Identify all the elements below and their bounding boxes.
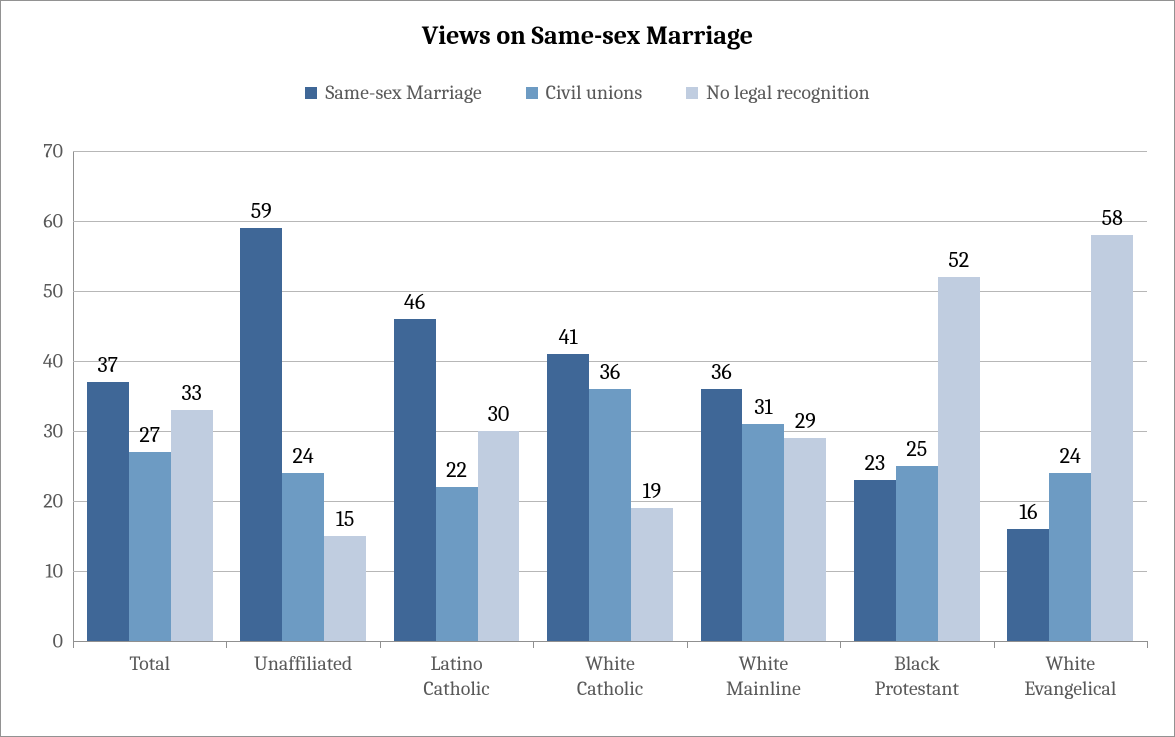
data-label: 19 (643, 478, 661, 504)
x-tick-mark (840, 641, 841, 648)
x-tick-mark (994, 641, 995, 648)
category-label: WhiteEvangelical (1024, 651, 1116, 701)
legend-item: Civil unions (526, 81, 643, 104)
y-tick-label: 20 (23, 490, 63, 513)
data-label: 23 (865, 450, 886, 476)
category-label-line: Mainline (726, 676, 801, 701)
y-tick-label: 0 (23, 630, 63, 653)
x-axis-line (73, 641, 1147, 642)
category-label: WhiteCatholic (577, 651, 643, 701)
plot-area: 37 27 33 59 24 15 46 22 30 41 36 19 36 31 29 23 25 52 16 24… (73, 151, 1147, 641)
data-label: 37 (98, 352, 118, 378)
legend-item: No legal recognition (686, 81, 869, 104)
y-tick-label: 70 (23, 140, 63, 163)
chart-title: Views on Same-sex Marriage (1, 21, 1174, 51)
data-label: 41 (559, 324, 578, 350)
category-label-line: White (577, 651, 643, 676)
category-label-line: Protestant (875, 676, 959, 701)
data-label: 30 (488, 401, 510, 427)
data-label: 36 (600, 359, 620, 385)
legend-swatch (686, 87, 698, 99)
legend-swatch (305, 87, 317, 99)
data-label: 36 (711, 359, 731, 385)
category-label-line: Catholic (577, 676, 643, 701)
data-label: 22 (446, 457, 467, 483)
data-label: 33 (181, 380, 201, 406)
data-label: 15 (336, 506, 354, 532)
legend-label: Same-sex Marriage (325, 81, 481, 104)
data-label: 52 (948, 247, 969, 273)
data-label: 31 (754, 394, 772, 420)
category-label-line: Black (875, 651, 959, 676)
y-tick-label: 30 (23, 420, 63, 443)
chart-frame: Views on Same-sex Marriage Same-sex Marr… (0, 0, 1175, 737)
data-label: 16 (1019, 499, 1037, 525)
category-label: BlackProtestant (875, 651, 959, 701)
data-label: 59 (251, 198, 272, 224)
category-label-line: Unaffiliated (254, 651, 352, 676)
data-label: 24 (293, 443, 314, 469)
data-label: 25 (906, 436, 927, 462)
category-label: WhiteMainline (726, 651, 801, 701)
category-label-line: White (1024, 651, 1116, 676)
category-label: LatinoCatholic (423, 651, 489, 701)
category-label-line: Evangelical (1024, 676, 1116, 701)
x-tick-mark (73, 641, 74, 648)
legend: Same-sex Marriage Civil unions No legal re… (1, 81, 1174, 104)
legend-label: Civil unions (546, 81, 643, 104)
data-label: 29 (795, 408, 816, 434)
x-tick-mark (1147, 641, 1148, 648)
category-label-line: Total (129, 651, 170, 676)
y-tick-label: 60 (23, 210, 63, 233)
legend-label: No legal recognition (706, 81, 869, 104)
x-tick-mark (687, 641, 688, 648)
category-label-line: Catholic (423, 676, 489, 701)
data-label: 27 (139, 422, 160, 448)
y-tick-label: 40 (23, 350, 63, 373)
x-tick-mark (226, 641, 227, 648)
x-tick-mark (380, 641, 381, 648)
data-label: 24 (1060, 443, 1081, 469)
category-label: Total (129, 651, 170, 676)
x-tick-mark (533, 641, 534, 648)
data-label: 58 (1102, 205, 1123, 231)
y-tick-label: 50 (23, 280, 63, 303)
legend-swatch (526, 87, 538, 99)
category-label-line: White (726, 651, 801, 676)
legend-item: Same-sex Marriage (305, 81, 481, 104)
category-label-line: Latino (423, 651, 489, 676)
data-label: 46 (404, 289, 425, 315)
data-labels-layer: 37 27 33 59 24 15 46 22 30 41 36 19 36 31 29 23 25 52 16 24… (73, 151, 1147, 641)
y-tick-label: 10 (23, 560, 63, 583)
category-label: Unaffiliated (254, 651, 352, 676)
